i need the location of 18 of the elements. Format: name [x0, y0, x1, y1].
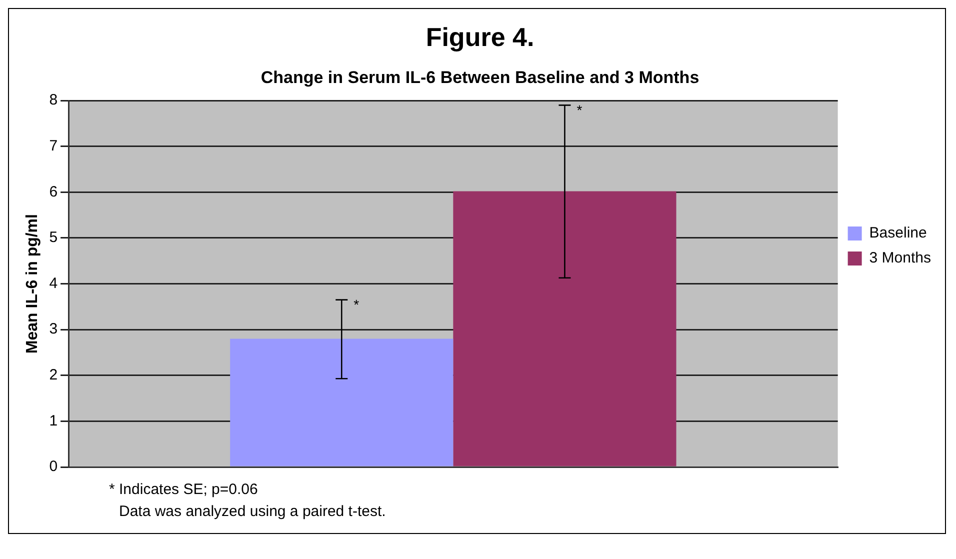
y-tick-label: 7	[49, 138, 58, 155]
y-tick-label: 0	[49, 458, 58, 476]
legend-label: Baseline	[869, 224, 927, 242]
y-tick-label: 8	[49, 92, 58, 109]
y-tick-label: 1	[49, 412, 58, 430]
text: Data was analyzed using a paired t-test.	[118, 502, 387, 522]
text: * Indicates SE; p=0.06	[109, 480, 259, 500]
y-tick-label: 5	[49, 229, 58, 246]
annotation: *	[354, 296, 360, 313]
legend-label: 3 Months	[869, 250, 932, 267]
annotation: *	[576, 102, 583, 118]
y-tick-label: 2	[49, 366, 58, 384]
y-tick-label: 3	[49, 320, 58, 338]
y-axis-title: Mean IL-6 in pg/ml	[24, 214, 42, 354]
y-tick-label: 4	[49, 274, 58, 292]
chart-title: Figure 4.	[426, 22, 534, 52]
chart-subtitle: Change in Serum IL-6 Between Baseline and 3 Months	[260, 68, 700, 88]
y-tick-label: 6	[49, 183, 58, 200]
